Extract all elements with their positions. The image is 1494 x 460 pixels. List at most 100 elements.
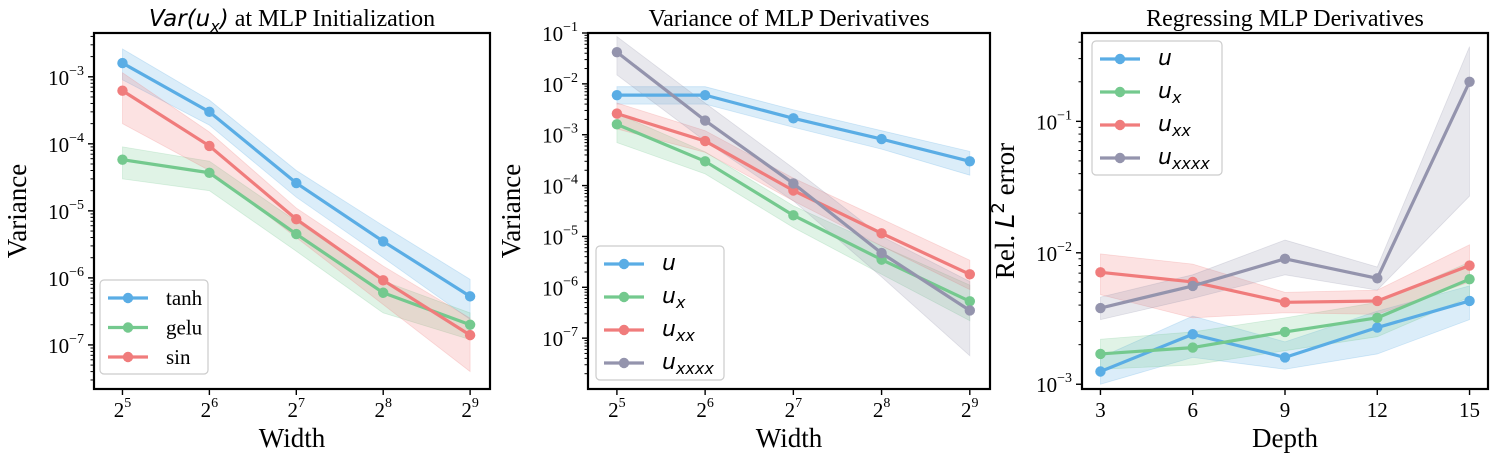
legend-swatch-marker <box>618 324 630 336</box>
data-point <box>1372 295 1383 307</box>
y-axis-label: Variance <box>2 164 32 258</box>
legend: u ux uxx uxxxx <box>1091 40 1223 176</box>
data-point <box>1095 348 1106 360</box>
data-point <box>1095 366 1106 377</box>
y-tick-label: 10−7 <box>542 325 578 351</box>
data-point <box>699 156 711 167</box>
x-axis-label: Depth <box>1252 423 1318 453</box>
x-tick-label: 27 <box>288 396 306 422</box>
legend: tanh gelu sin <box>99 279 209 375</box>
data-point <box>964 269 976 280</box>
legend-item-2: ux <box>1100 79 1182 107</box>
legend-label: u <box>1158 46 1172 71</box>
data-point <box>699 135 711 147</box>
legend-label: gelu <box>166 316 203 340</box>
legend-swatch-marker <box>122 322 134 333</box>
data-point <box>464 319 476 330</box>
y-tick-label: 10−3 <box>48 64 84 90</box>
data-point <box>1464 260 1475 271</box>
x-tick-label: 25 <box>608 396 626 422</box>
data-point <box>1187 280 1198 292</box>
legend-swatch-marker <box>1114 152 1126 164</box>
data-point <box>699 115 711 126</box>
data-point <box>1372 273 1383 284</box>
legend-item-1: u <box>1100 46 1172 71</box>
legend-frame <box>99 279 209 375</box>
data-point <box>788 113 799 124</box>
y-tick-label: 10−5 <box>48 198 84 224</box>
data-point <box>611 46 623 58</box>
legend-swatch-marker <box>618 291 630 303</box>
chart-panel-2: 10−7 10−6 10−5 10−4 10−3 10−2 10−1 25 26 27 28 29 Va… <box>496 6 992 453</box>
legend-item-3: sin <box>108 345 191 369</box>
legend-item-1: tanh <box>108 286 203 310</box>
data-point <box>964 296 976 307</box>
y-axis-label: Rel. L2 error <box>988 143 1021 279</box>
y-tick-label: 10−2 <box>542 71 578 97</box>
legend-label: ux <box>662 284 686 312</box>
legend-item-3: uxx <box>604 317 695 345</box>
data-point <box>1187 342 1198 353</box>
x-tick-label: 9 <box>1280 398 1291 422</box>
legend-label: u <box>662 251 676 276</box>
data-point <box>788 210 799 221</box>
chart-title: Var(ux) at MLP Initialization <box>149 6 435 36</box>
data-point <box>204 167 215 178</box>
data-point <box>964 305 976 316</box>
series-band-4 <box>1100 46 1470 321</box>
data-point <box>378 236 389 247</box>
legend-item-3: uxx <box>1100 112 1191 140</box>
data-point <box>204 106 215 118</box>
x-tick-label: 3 <box>1095 398 1106 422</box>
data-point <box>964 156 976 167</box>
y-tick-label: 10−5 <box>542 223 578 249</box>
data-point <box>117 154 128 165</box>
chart-title: Regressing MLP Derivatives <box>1146 6 1424 32</box>
y-tick-label: 10−2 <box>1036 240 1072 266</box>
data-point <box>876 247 887 259</box>
data-point <box>1187 329 1198 340</box>
data-point <box>1464 76 1475 87</box>
data-point <box>117 57 128 69</box>
chart-panel-3: 10−3 10−2 10−1 3 6 9 12 15 Regressing MLP Deriva… <box>988 6 1490 453</box>
legend-label: tanh <box>166 286 203 310</box>
legend-swatch-marker <box>1114 53 1126 65</box>
data-point <box>378 275 389 286</box>
legend-item-2: ux <box>604 284 686 312</box>
x-tick-label: 26 <box>201 396 219 422</box>
x-axis-label: Width <box>259 423 326 453</box>
legend-label: uxx <box>662 317 695 345</box>
x-tick-label: 15 <box>1459 398 1480 422</box>
x-tick-label: 25 <box>114 396 132 422</box>
plot-frame <box>586 31 992 391</box>
y-tick-label: 10−4 <box>48 131 84 157</box>
data-point <box>204 140 215 152</box>
y-tick-label: 10−3 <box>542 122 578 148</box>
x-tick-label: 27 <box>785 396 803 422</box>
legend-frame <box>595 245 725 381</box>
data-point <box>1464 295 1475 307</box>
legend-swatch-marker <box>618 357 630 369</box>
data-point <box>1095 267 1106 278</box>
legend-swatch-marker <box>1114 86 1126 98</box>
legend-label: uxx <box>1158 112 1191 140</box>
legend-label: ux <box>1158 79 1182 107</box>
data-point <box>611 119 623 130</box>
data-point <box>1464 273 1475 285</box>
data-point <box>699 89 711 101</box>
legend-label: sin <box>166 345 191 369</box>
x-tick-label: 28 <box>873 396 891 422</box>
legend-swatch-marker <box>122 351 134 363</box>
y-tick-label: 10−6 <box>542 274 578 300</box>
y-tick-label: 10−3 <box>1036 371 1072 397</box>
data-point <box>1372 322 1383 333</box>
data-point <box>1279 352 1291 363</box>
legend-swatch-marker <box>1114 119 1126 131</box>
legend-item-1: u <box>604 251 676 276</box>
data-point <box>1279 326 1291 338</box>
chart-title: Variance of MLP Derivatives <box>648 6 929 32</box>
data-point <box>291 214 302 225</box>
data-point <box>611 108 623 119</box>
data-point <box>611 89 623 101</box>
